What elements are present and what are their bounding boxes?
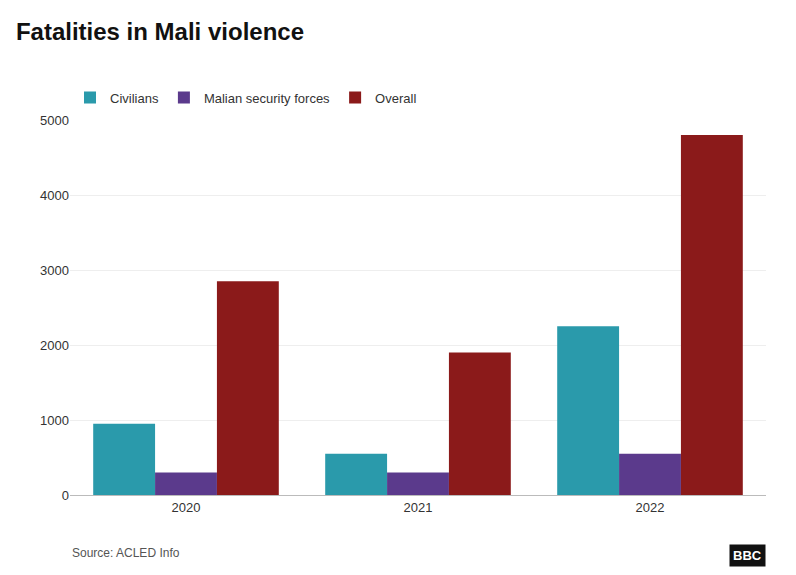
svg-text:2021: 2021 bbox=[404, 500, 433, 515]
svg-text:3000: 3000 bbox=[40, 263, 69, 278]
svg-text:Fatalities in Mali violence: Fatalities in Mali violence bbox=[16, 18, 304, 45]
svg-text:2022: 2022 bbox=[636, 500, 665, 515]
svg-text:Source: ACLED Info: Source: ACLED Info bbox=[72, 546, 180, 560]
svg-text:1000: 1000 bbox=[40, 413, 69, 428]
svg-text:Malian security forces: Malian security forces bbox=[204, 91, 330, 106]
svg-text:4000: 4000 bbox=[40, 188, 69, 203]
svg-text:5000: 5000 bbox=[40, 113, 69, 128]
svg-text:0: 0 bbox=[62, 488, 69, 503]
svg-text:Overall: Overall bbox=[375, 91, 416, 106]
svg-text:2000: 2000 bbox=[40, 338, 69, 353]
svg-text:2020: 2020 bbox=[172, 500, 201, 515]
svg-text:Civilians: Civilians bbox=[110, 91, 159, 106]
svg-text:BBC: BBC bbox=[733, 548, 762, 563]
